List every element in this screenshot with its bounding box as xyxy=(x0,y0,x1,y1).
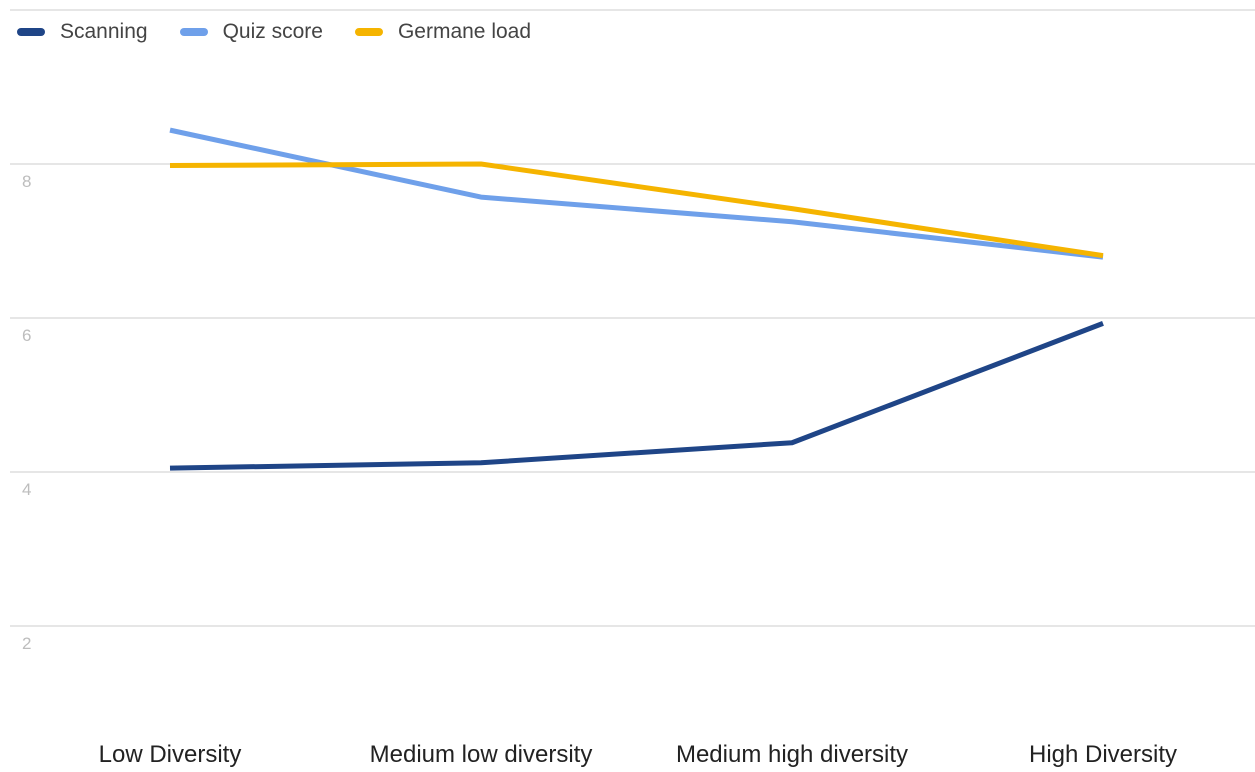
x-tick-label: Medium low diversity xyxy=(370,741,593,767)
legend-item-quiz-score[interactable]: Quiz score xyxy=(180,20,323,44)
series-line-scanning xyxy=(170,323,1103,468)
legend-label-scanning: Scanning xyxy=(60,20,148,44)
legend-label-germane-load: Germane load xyxy=(398,20,531,44)
legend: Scanning Quiz score Germane load xyxy=(17,18,563,46)
legend-item-scanning[interactable]: Scanning xyxy=(17,20,148,44)
x-tick-label: High Diversity xyxy=(1029,741,1177,767)
series-line-quiz-score xyxy=(170,130,1103,257)
y-tick-label-2: 2 xyxy=(22,634,31,653)
legend-swatch-scanning xyxy=(17,28,45,36)
legend-label-quiz-score: Quiz score xyxy=(223,20,323,44)
x-tick-label: Low Diversity xyxy=(99,741,242,767)
legend-item-germane-load[interactable]: Germane load xyxy=(355,20,531,44)
legend-swatch-quiz-score xyxy=(180,28,208,36)
legend-swatch-germane-load xyxy=(355,28,383,36)
y-tick-label-8: 8 xyxy=(22,172,31,191)
x-tick-label: Medium high diversity xyxy=(676,741,908,767)
y-tick-label-6: 6 xyxy=(22,326,31,345)
y-tick-label-4: 4 xyxy=(22,480,31,499)
